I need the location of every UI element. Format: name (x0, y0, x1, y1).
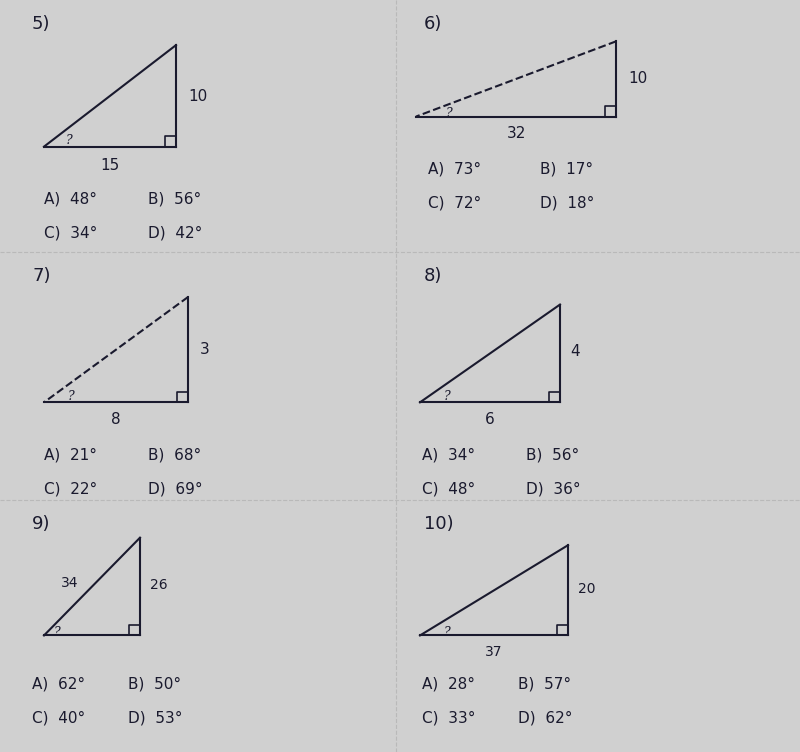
Text: 5): 5) (32, 15, 50, 33)
Text: 26: 26 (150, 578, 168, 592)
Text: C)  40°: C) 40° (32, 711, 86, 726)
Text: C)  72°: C) 72° (428, 196, 482, 211)
Text: 4: 4 (570, 344, 580, 359)
Text: 10: 10 (628, 71, 647, 86)
Text: ?: ? (444, 626, 450, 638)
Text: 37: 37 (485, 645, 502, 660)
Text: B)  56°: B) 56° (148, 192, 202, 207)
Text: D)  36°: D) 36° (526, 481, 581, 496)
Text: A)  48°: A) 48° (44, 192, 97, 207)
Text: 15: 15 (101, 158, 120, 173)
Text: 9): 9) (32, 515, 50, 533)
Text: 8: 8 (111, 412, 121, 427)
Text: D)  53°: D) 53° (128, 711, 182, 726)
Text: 8): 8) (424, 267, 442, 285)
Text: 3: 3 (200, 342, 210, 357)
Text: 20: 20 (578, 582, 595, 596)
Text: D)  42°: D) 42° (148, 226, 202, 241)
Text: ?: ? (446, 107, 452, 120)
Text: ?: ? (68, 390, 74, 402)
Text: B)  57°: B) 57° (518, 677, 571, 692)
Text: B)  56°: B) 56° (526, 447, 580, 462)
Text: C)  33°: C) 33° (422, 711, 476, 726)
Text: 6: 6 (485, 412, 494, 427)
Text: ?: ? (54, 626, 60, 638)
Text: B)  68°: B) 68° (148, 447, 202, 462)
Text: 7): 7) (32, 267, 50, 285)
Text: 34: 34 (61, 576, 78, 590)
Text: D)  62°: D) 62° (518, 711, 573, 726)
Text: D)  18°: D) 18° (540, 196, 594, 211)
Text: C)  22°: C) 22° (44, 481, 98, 496)
Text: A)  21°: A) 21° (44, 447, 97, 462)
Text: A)  62°: A) 62° (32, 677, 85, 692)
Text: D)  69°: D) 69° (148, 481, 202, 496)
Text: 6): 6) (424, 15, 442, 33)
Text: 10: 10 (188, 89, 207, 104)
Text: C)  34°: C) 34° (44, 226, 98, 241)
Text: A)  28°: A) 28° (422, 677, 475, 692)
Text: B)  50°: B) 50° (128, 677, 181, 692)
Text: A)  73°: A) 73° (428, 162, 481, 177)
Text: 32: 32 (506, 126, 526, 141)
Text: ?: ? (444, 390, 450, 402)
Text: A)  34°: A) 34° (422, 447, 475, 462)
Text: B)  17°: B) 17° (540, 162, 593, 177)
Text: C)  48°: C) 48° (422, 481, 476, 496)
Text: 10): 10) (424, 515, 454, 533)
Text: ?: ? (66, 134, 72, 147)
